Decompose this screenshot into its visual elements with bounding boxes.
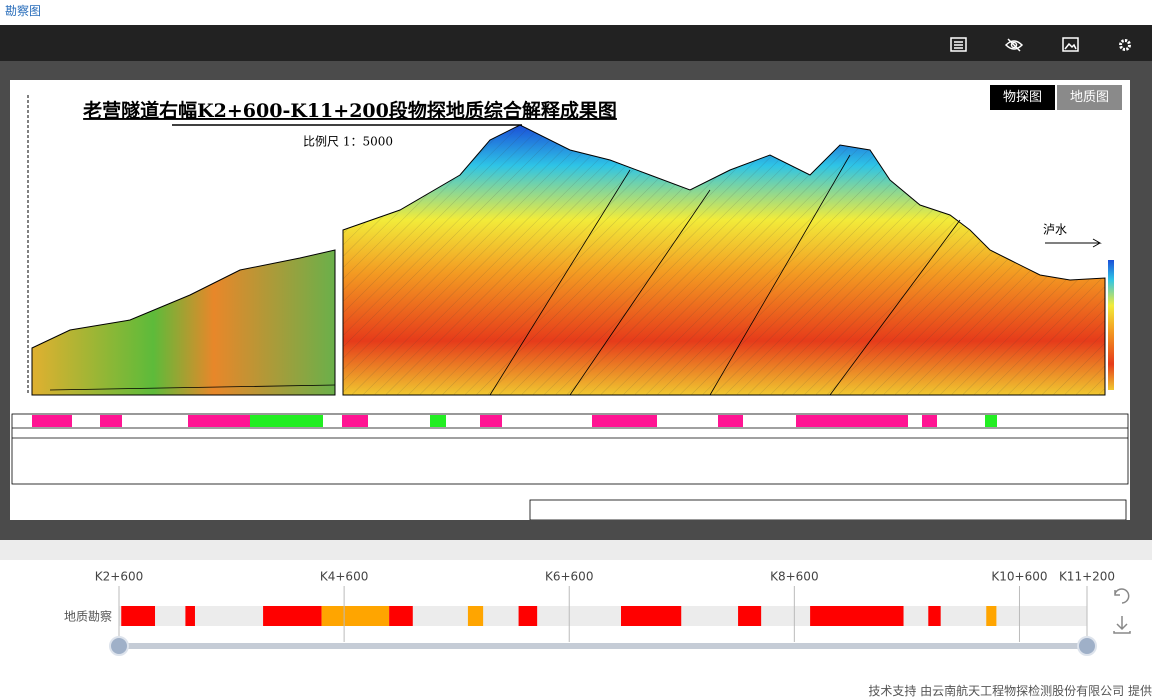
footer: 技术支持 由云南航天工程物探检测股份有限公司 提供 xyxy=(868,684,1152,698)
tick-label: K6+600 xyxy=(545,570,593,584)
track-label: 地质勘察 xyxy=(64,610,112,624)
toolbar xyxy=(0,25,1152,61)
segment[interactable] xyxy=(467,606,484,626)
image-scale: 比例尺 1：5000 xyxy=(303,135,393,149)
left-profile xyxy=(31,249,336,396)
segment[interactable] xyxy=(121,606,156,626)
hatch-overlay xyxy=(343,125,1105,395)
tab-geological[interactable]: 地质图 xyxy=(1057,85,1122,110)
segment[interactable] xyxy=(928,606,941,626)
download-icon[interactable] xyxy=(1113,616,1131,634)
tick-label: K4+600 xyxy=(320,570,368,584)
info-table xyxy=(11,413,1129,520)
slider-handle[interactable] xyxy=(109,636,129,656)
refresh-icon[interactable] xyxy=(1114,588,1130,604)
zone-blocks xyxy=(32,415,997,427)
segment[interactable] xyxy=(621,606,682,626)
settings-icon[interactable] xyxy=(1119,39,1131,51)
segment[interactable] xyxy=(738,606,762,626)
list-icon[interactable] xyxy=(950,37,967,52)
segment[interactable] xyxy=(986,606,997,626)
image-title: 老营隧道右幅K2+600-K11+200段物探地质综合解释成果图 xyxy=(83,99,617,122)
direction-arrow xyxy=(1045,238,1102,248)
slider-handle[interactable] xyxy=(1077,636,1097,656)
tab-geophysical[interactable]: 物探图 xyxy=(990,85,1055,110)
segment[interactable] xyxy=(389,606,413,626)
geology-image: 老营隧道右幅K2+600-K11+200段物探地质综合解释成果图 比例尺 1：5… xyxy=(10,80,1130,520)
color-scale xyxy=(1108,260,1114,390)
hide-icon[interactable] xyxy=(1004,38,1024,52)
tick-label: K8+600 xyxy=(770,570,818,584)
toolbar-icons xyxy=(950,37,1131,52)
segment[interactable] xyxy=(518,606,538,626)
spacer xyxy=(0,540,1152,560)
fault-lines xyxy=(49,154,961,396)
page-title-link[interactable]: 勘察图 xyxy=(5,4,42,18)
tick-label: K10+600 xyxy=(991,570,1047,584)
segment[interactable] xyxy=(263,606,322,626)
segment[interactable] xyxy=(185,606,195,626)
direction-label: 泸水 xyxy=(1043,223,1067,237)
segment[interactable] xyxy=(810,606,904,626)
tick-label: K2+600 xyxy=(95,570,143,584)
tick-label: K11+200 xyxy=(1059,570,1115,584)
segment[interactable] xyxy=(321,606,390,626)
image-icon[interactable] xyxy=(1062,37,1079,52)
timeline: 地质勘察 K2+600 K4+600 K6+600 K8+600 K10+600 K11+… xyxy=(64,570,1131,656)
